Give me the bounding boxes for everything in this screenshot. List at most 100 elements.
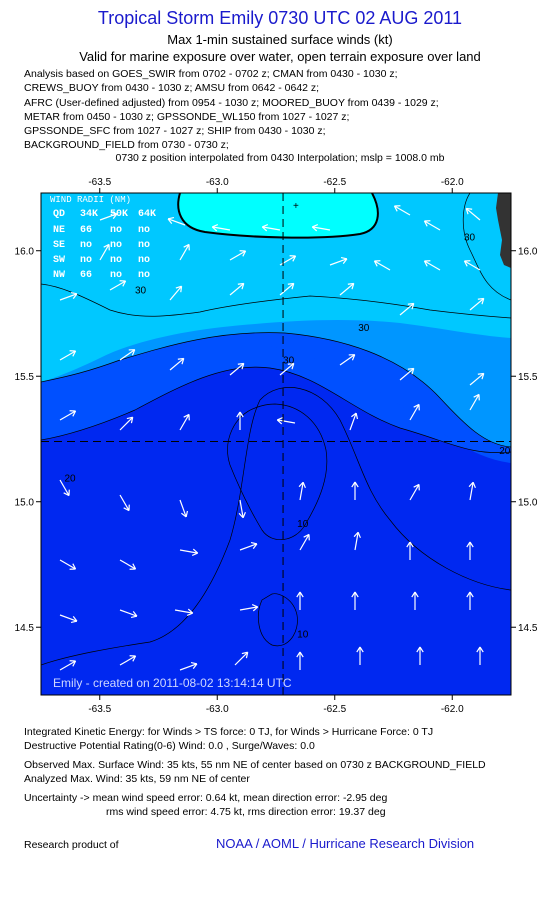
wind-arrow-head	[237, 282, 245, 290]
wind-arrow	[109, 280, 127, 291]
contour-line	[41, 332, 511, 448]
wind-arrow	[59, 410, 77, 421]
wind-arrow	[466, 541, 474, 560]
wind-arrow-head	[186, 608, 194, 616]
analysis-line: CREWS_BUOY from 0430 - 1030 z; AMSU from…	[24, 82, 320, 95]
analyzed-max-line: Analyzed Max. Wind: 35 kts, 59 nm NE of …	[24, 773, 250, 785]
wind-arrow-head	[239, 250, 247, 257]
wind-arrow-head	[130, 611, 138, 619]
wind-arrow-head	[129, 563, 137, 570]
contour-line	[41, 387, 511, 666]
wind-arrow-shaft	[119, 416, 134, 431]
wind-arrow	[299, 533, 310, 551]
x-tick-label-bottom: -63.5	[88, 704, 111, 715]
wind-arrow	[119, 609, 138, 619]
wind-radii-cell: no	[110, 225, 122, 236]
wind-arrow-head	[276, 417, 284, 425]
core-region	[227, 404, 327, 540]
y-tick-label-left: 15.5	[15, 372, 35, 383]
wind-arrow	[239, 541, 258, 551]
wind-arrow-shaft	[179, 414, 190, 431]
wind-arrow-head	[183, 243, 190, 251]
wind-arrow-shaft	[469, 482, 474, 501]
wind-arrow-shaft	[119, 349, 136, 361]
analysis-line: METAR from 0450 - 1030 z; GPSSONDE_WL150…	[24, 110, 350, 123]
wind-arrow-head	[340, 256, 348, 264]
wind-arrow	[373, 260, 391, 271]
wind-arrow-shaft	[279, 362, 295, 376]
wind-radii-cell: no	[110, 240, 122, 251]
wind-arrow-head	[261, 224, 269, 232]
wind-radii-cell: no	[138, 255, 150, 266]
wind-arrow-head	[351, 591, 359, 598]
wind-arrow-head	[167, 216, 175, 224]
wind-arrow-head	[477, 297, 485, 305]
wind-arrow-head	[126, 416, 134, 424]
uncertainty-mean-line: Uncertainty -> mean wind speed error: 0.…	[24, 792, 388, 804]
y-tick-label-right: 15.0	[518, 498, 538, 509]
wind-arrow	[169, 285, 183, 301]
wind-radii-cell: 66	[80, 225, 92, 236]
wind-arrow-head	[477, 372, 485, 380]
wind-radii-cell: no	[138, 270, 150, 281]
wind-arrow	[339, 354, 356, 366]
wind-arrow-shaft	[277, 419, 296, 424]
analysis-sources: Analysis based on GOES_SWIR from 0702 - …	[24, 67, 439, 153]
wind-radii-header: 34K	[80, 209, 98, 220]
wind-arrow-shaft	[99, 213, 118, 221]
wind-radii-header: QD	[53, 209, 65, 220]
wind-arrow-shaft	[312, 226, 331, 231]
x-tick-label-bottom: -62.5	[323, 704, 346, 715]
wind-radii-cell: no	[80, 255, 92, 266]
wind-arrow	[296, 651, 304, 670]
wind-arrow-head	[181, 510, 189, 518]
wind-arrow-shaft	[229, 362, 245, 376]
wind-arrow	[466, 591, 474, 610]
wind-arrow	[469, 297, 485, 311]
y-tick-label-right: 14.5	[518, 623, 538, 634]
wind-radii-cell: 66	[80, 270, 92, 281]
wind-arrow	[469, 393, 480, 411]
wind-arrow	[229, 250, 247, 261]
contour-label: 20	[499, 446, 511, 457]
wind-radii-header: 50K	[110, 209, 128, 220]
contour-label: 10	[297, 629, 309, 640]
wind-arrow	[276, 417, 296, 425]
x-tick-label-bottom: -63.0	[206, 704, 229, 715]
credit-link[interactable]: NOAA / AOML / Hurricane Research Divisio…	[216, 836, 475, 851]
wind-arrow	[353, 531, 361, 551]
wind-arrow-head	[63, 489, 70, 497]
wind-arrow-shaft	[239, 543, 258, 551]
wind-arrow	[119, 494, 130, 512]
wind-arrow-head	[347, 282, 355, 290]
interpolation-note: 0730 z position interpolated from 0430 I…	[115, 152, 445, 164]
band-high	[178, 193, 378, 238]
wind-arrow-head	[356, 646, 364, 653]
wind-arrow-head	[236, 411, 244, 418]
wind-arrow-head	[296, 651, 304, 658]
wind-arrow-shaft	[59, 559, 76, 570]
analysis-line: AFRC (User-defined adjusted) from 0954 -…	[24, 96, 439, 109]
wind-arrow	[174, 608, 194, 616]
wind-arrow-shaft	[239, 499, 244, 518]
wind-arrow-head	[287, 362, 295, 370]
wind-arrow-head	[311, 224, 319, 232]
chart-subtitle-2: Valid for marine exposure over water, op…	[79, 49, 481, 64]
wind-arrow	[416, 646, 424, 665]
wind-arrow-head	[351, 481, 359, 488]
plot-frame	[40, 192, 512, 696]
wind-arrow-shaft	[229, 282, 245, 296]
wind-arrow-head	[353, 531, 361, 539]
wind-arrow	[59, 350, 77, 361]
wind-arrow-shaft	[119, 494, 130, 511]
wind-arrow-shaft	[374, 260, 391, 271]
wind-arrow-shaft	[329, 258, 348, 266]
band-30-ne	[41, 193, 511, 220]
wind-arrow-shaft	[469, 372, 485, 386]
wind-arrow	[356, 646, 364, 665]
wind-arrow-head	[250, 541, 258, 549]
wind-arrow-head	[465, 207, 473, 215]
wind-arrow-shaft	[469, 394, 480, 411]
wind-radii-cell: SW	[53, 255, 65, 266]
wind-arrow-head	[70, 616, 78, 624]
